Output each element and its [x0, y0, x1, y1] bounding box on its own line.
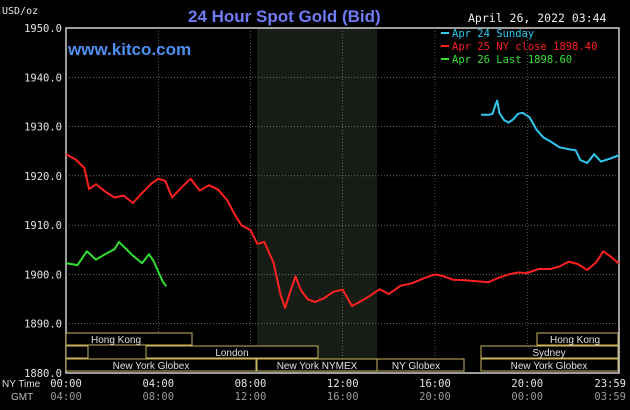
y-tick-label: 1940.0 [24, 72, 62, 84]
x-tick-label-gmt: 03:59 [594, 391, 626, 403]
session-hong-kong-2: Hong Kong [536, 332, 619, 346]
y-tick-label: 1890.0 [24, 319, 62, 331]
svg-text:NY Globex: NY Globex [392, 361, 440, 372]
svg-text:New York NYMEX: New York NYMEX [277, 361, 358, 372]
unit-label: USD/oz [2, 6, 38, 17]
svg-text:Hong Kong: Hong Kong [550, 335, 600, 346]
legend-label-apr24: Apr 24 Sunday [452, 28, 534, 40]
session-gap-1 [65, 345, 89, 359]
x-tick-label-gmt: 16:00 [327, 391, 359, 403]
session-hong-kong-1: Hong Kong [65, 332, 193, 346]
series-apr25-ny-close [65, 153, 620, 309]
grid-lines [66, 28, 619, 373]
svg-text:New York Globex: New York Globex [511, 361, 588, 372]
nymex-session-shade [257, 28, 377, 373]
x-tick-label-gmt: 12:00 [235, 391, 267, 403]
website-label: www.kitco.com [67, 40, 191, 59]
x-tick-label-ny: 00:00 [50, 378, 82, 390]
x-tick-label-ny: 12:00 [327, 378, 359, 390]
y-tick-label: 1910.0 [24, 220, 62, 232]
x-axis-tick-labels: 00:0004:0004:0008:0008:0012:0012:0016:00… [50, 378, 626, 403]
session-ny-globex: NY Globex [376, 358, 465, 372]
legend-label-apr25: Apr 25 NY close 1898.40 [452, 41, 597, 53]
x-tick-label-gmt: 04:00 [50, 391, 82, 403]
legend-label-apr26: Apr 26 Last 1898.60 [452, 54, 572, 66]
x-tick-label-gmt: 08:00 [142, 391, 174, 403]
session-new-york-nymex: New York NYMEX [256, 358, 378, 372]
session-sydney: Sydney [480, 345, 619, 359]
gmt-label: GMT [11, 392, 33, 403]
market-sessions: Hong Kong London New York Globex New Yor… [65, 332, 619, 372]
y-tick-label: 1900.0 [24, 269, 62, 281]
x-tick-label-ny: 04:00 [142, 378, 174, 390]
session-london: London [145, 345, 319, 359]
y-tick-label: 1950.0 [24, 23, 62, 35]
svg-text:London: London [215, 348, 248, 359]
y-tick-label: 1920.0 [24, 171, 62, 183]
x-tick-label-ny: 20:00 [511, 378, 543, 390]
chart-title: 24 Hour Spot Gold (Bid) [188, 7, 381, 26]
series-apr26-last [65, 240, 168, 287]
svg-text:Hong Kong: Hong Kong [91, 335, 141, 346]
x-tick-label-ny: 08:00 [235, 378, 267, 390]
y-tick-label: 1930.0 [24, 122, 62, 134]
x-tick-label-gmt: 00:00 [511, 391, 543, 403]
y-axis-tick-labels: 1950.0 1940.0 1930.0 1920.0 1910.0 1900.0 1890… [24, 23, 62, 380]
y-tick-label: 1880.0 [24, 368, 62, 380]
session-new-york-globex-2: New York Globex [480, 358, 619, 372]
svg-text:New York Globex: New York Globex [113, 361, 190, 372]
session-new-york-globex-1: New York Globex [65, 358, 257, 372]
svg-text:Sydney: Sydney [532, 348, 565, 359]
timestamp: April 26, 2022 03:44 [468, 11, 607, 25]
series-apr24-sunday [481, 99, 620, 164]
ny-time-label: NY Time [2, 379, 41, 390]
x-tick-label-ny: 16:00 [419, 378, 451, 390]
legend: Apr 24 Sunday Apr 25 NY close 1898.40 Ap… [441, 28, 597, 66]
x-tick-label-gmt: 20:00 [419, 391, 451, 403]
series-layer [65, 99, 620, 309]
x-tick-label-ny: 23:59 [594, 378, 626, 390]
